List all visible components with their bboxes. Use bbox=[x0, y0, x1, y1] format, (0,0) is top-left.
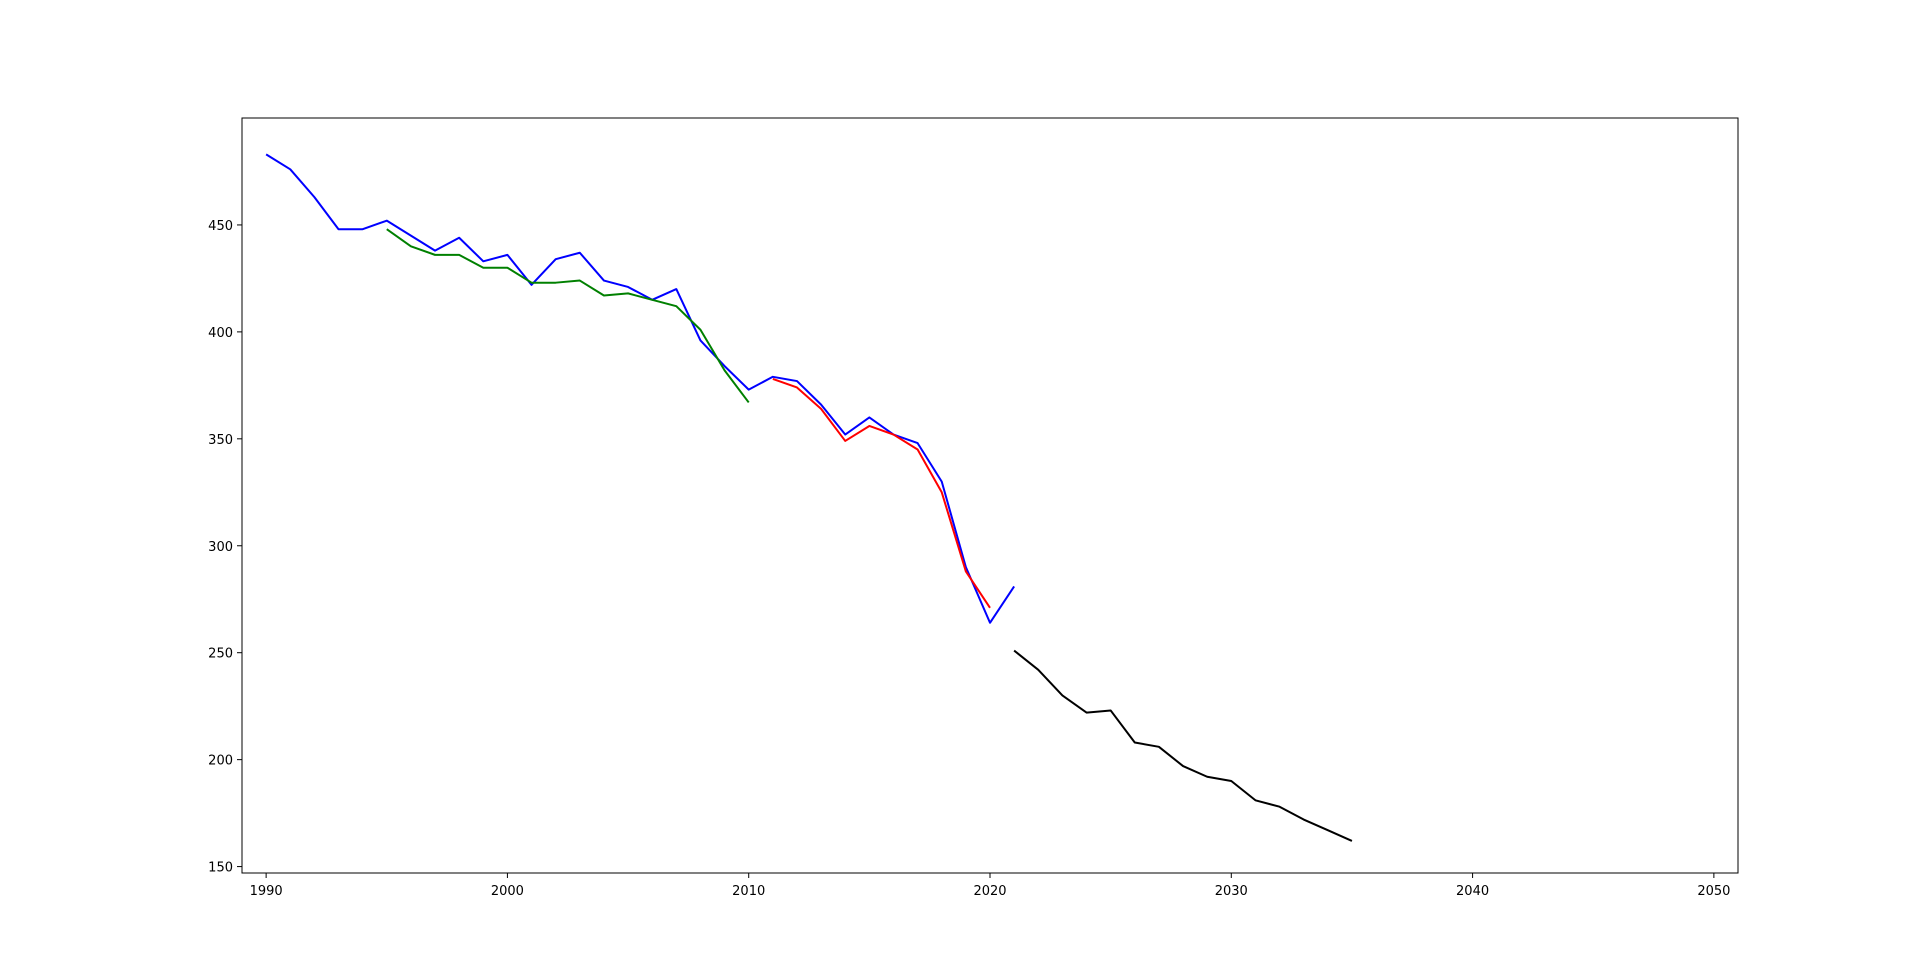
x-tick-label: 2010 bbox=[732, 884, 765, 899]
y-axis: 150 200 250 300 350 400 450 bbox=[208, 219, 242, 876]
y-tick-label: 350 bbox=[208, 433, 233, 448]
series-layer bbox=[265, 153, 1353, 842]
x-tick-label: 2030 bbox=[1215, 884, 1248, 899]
y-tick-label: 250 bbox=[208, 647, 233, 662]
y-tick-label: 200 bbox=[208, 754, 233, 769]
x-axis: 1990 2000 2010 2020 2030 2040 2050 bbox=[250, 873, 1730, 899]
series-line-4 bbox=[1013, 649, 1353, 842]
x-tick-label: 2020 bbox=[973, 884, 1006, 899]
y-tick-label: 300 bbox=[208, 540, 233, 555]
y-tick-label: 150 bbox=[208, 861, 233, 876]
y-tick-label: 450 bbox=[208, 219, 233, 234]
series-line-1 bbox=[265, 153, 1015, 624]
series-line-3 bbox=[772, 377, 991, 609]
y-tick-label: 400 bbox=[208, 326, 233, 341]
x-tick-label: 2050 bbox=[1697, 884, 1730, 899]
x-tick-label: 2000 bbox=[491, 884, 524, 899]
x-tick-label: 2040 bbox=[1456, 884, 1489, 899]
series-line-2 bbox=[386, 228, 750, 404]
x-tick-label: 1990 bbox=[250, 884, 283, 899]
